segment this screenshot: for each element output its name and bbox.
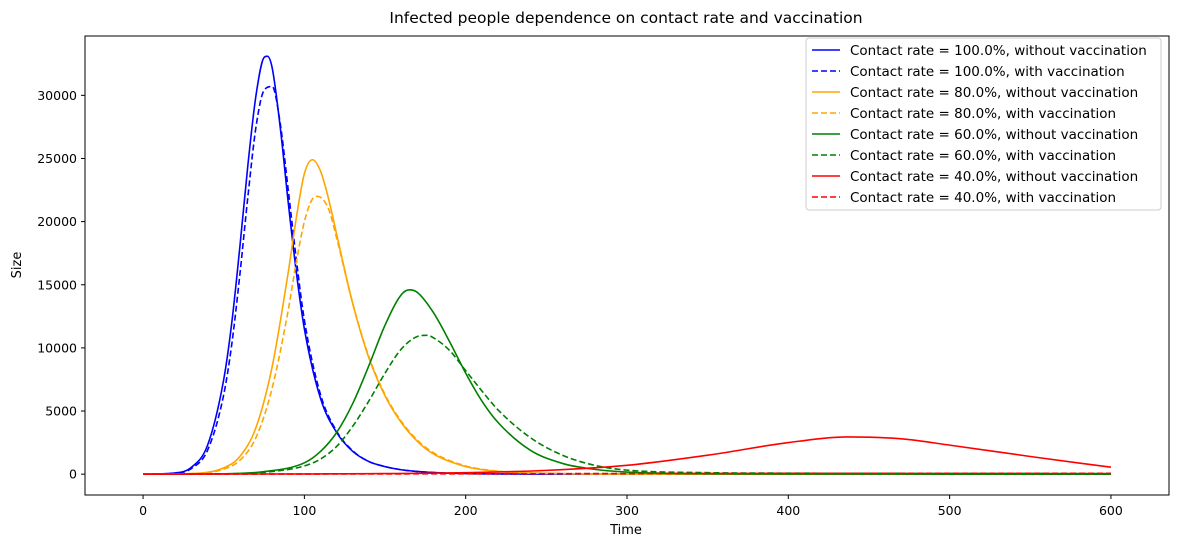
y-tick-label-3: 15000	[37, 277, 77, 292]
legend-label-0: Contact rate = 100.0%, without vaccinati…	[850, 43, 1147, 59]
x-tick-label-4: 400	[776, 503, 800, 518]
x-tick-label-3: 300	[615, 503, 639, 518]
series-layer	[143, 55, 1112, 475]
legend-label-4: Contact rate = 60.0%, without vaccinatio…	[850, 127, 1138, 143]
series-line-7	[143, 472, 1111, 475]
y-tick-label-2: 10000	[37, 340, 77, 355]
x-tick-label-1: 100	[292, 503, 316, 518]
series-line-6	[143, 436, 1112, 475]
x-tick-label-0: 0	[139, 503, 147, 518]
y-tick-label-1: 5000	[45, 404, 77, 419]
x-axis-title: Time	[609, 523, 642, 538]
y-axis-title: Size	[10, 252, 25, 279]
y-axis: 0 5000 10000 15000 20000 25000 30000	[37, 88, 85, 482]
y-tick-label-4: 20000	[37, 214, 77, 229]
legend-label-3: Contact rate = 80.0%, with vaccination	[850, 106, 1116, 122]
y-tick-label-0: 0	[69, 467, 77, 482]
chart-title: Infected people dependence on contact ra…	[389, 9, 862, 27]
legend-label-7: Contact rate = 40.0%, with vaccination	[850, 190, 1116, 206]
legend: Contact rate = 100.0%, without vaccinati…	[805, 37, 1162, 211]
x-tick-label-2: 200	[454, 503, 478, 518]
legend-box	[805, 37, 1162, 211]
x-tick-label-6: 600	[1099, 503, 1123, 518]
y-tick-label-5: 25000	[37, 151, 77, 166]
x-axis: 0 100 200 300 400 500 600	[139, 495, 1123, 518]
series-line-5	[143, 334, 1111, 475]
legend-label-1: Contact rate = 100.0%, with vaccination	[850, 64, 1125, 80]
y-tick-label-6: 30000	[37, 88, 77, 103]
x-tick-label-5: 500	[938, 503, 962, 518]
legend-label-5: Contact rate = 60.0%, with vaccination	[850, 148, 1116, 164]
legend-label-2: Contact rate = 80.0%, without vaccinatio…	[850, 85, 1138, 101]
legend-label-6: Contact rate = 40.0%, without vaccinatio…	[850, 169, 1138, 185]
